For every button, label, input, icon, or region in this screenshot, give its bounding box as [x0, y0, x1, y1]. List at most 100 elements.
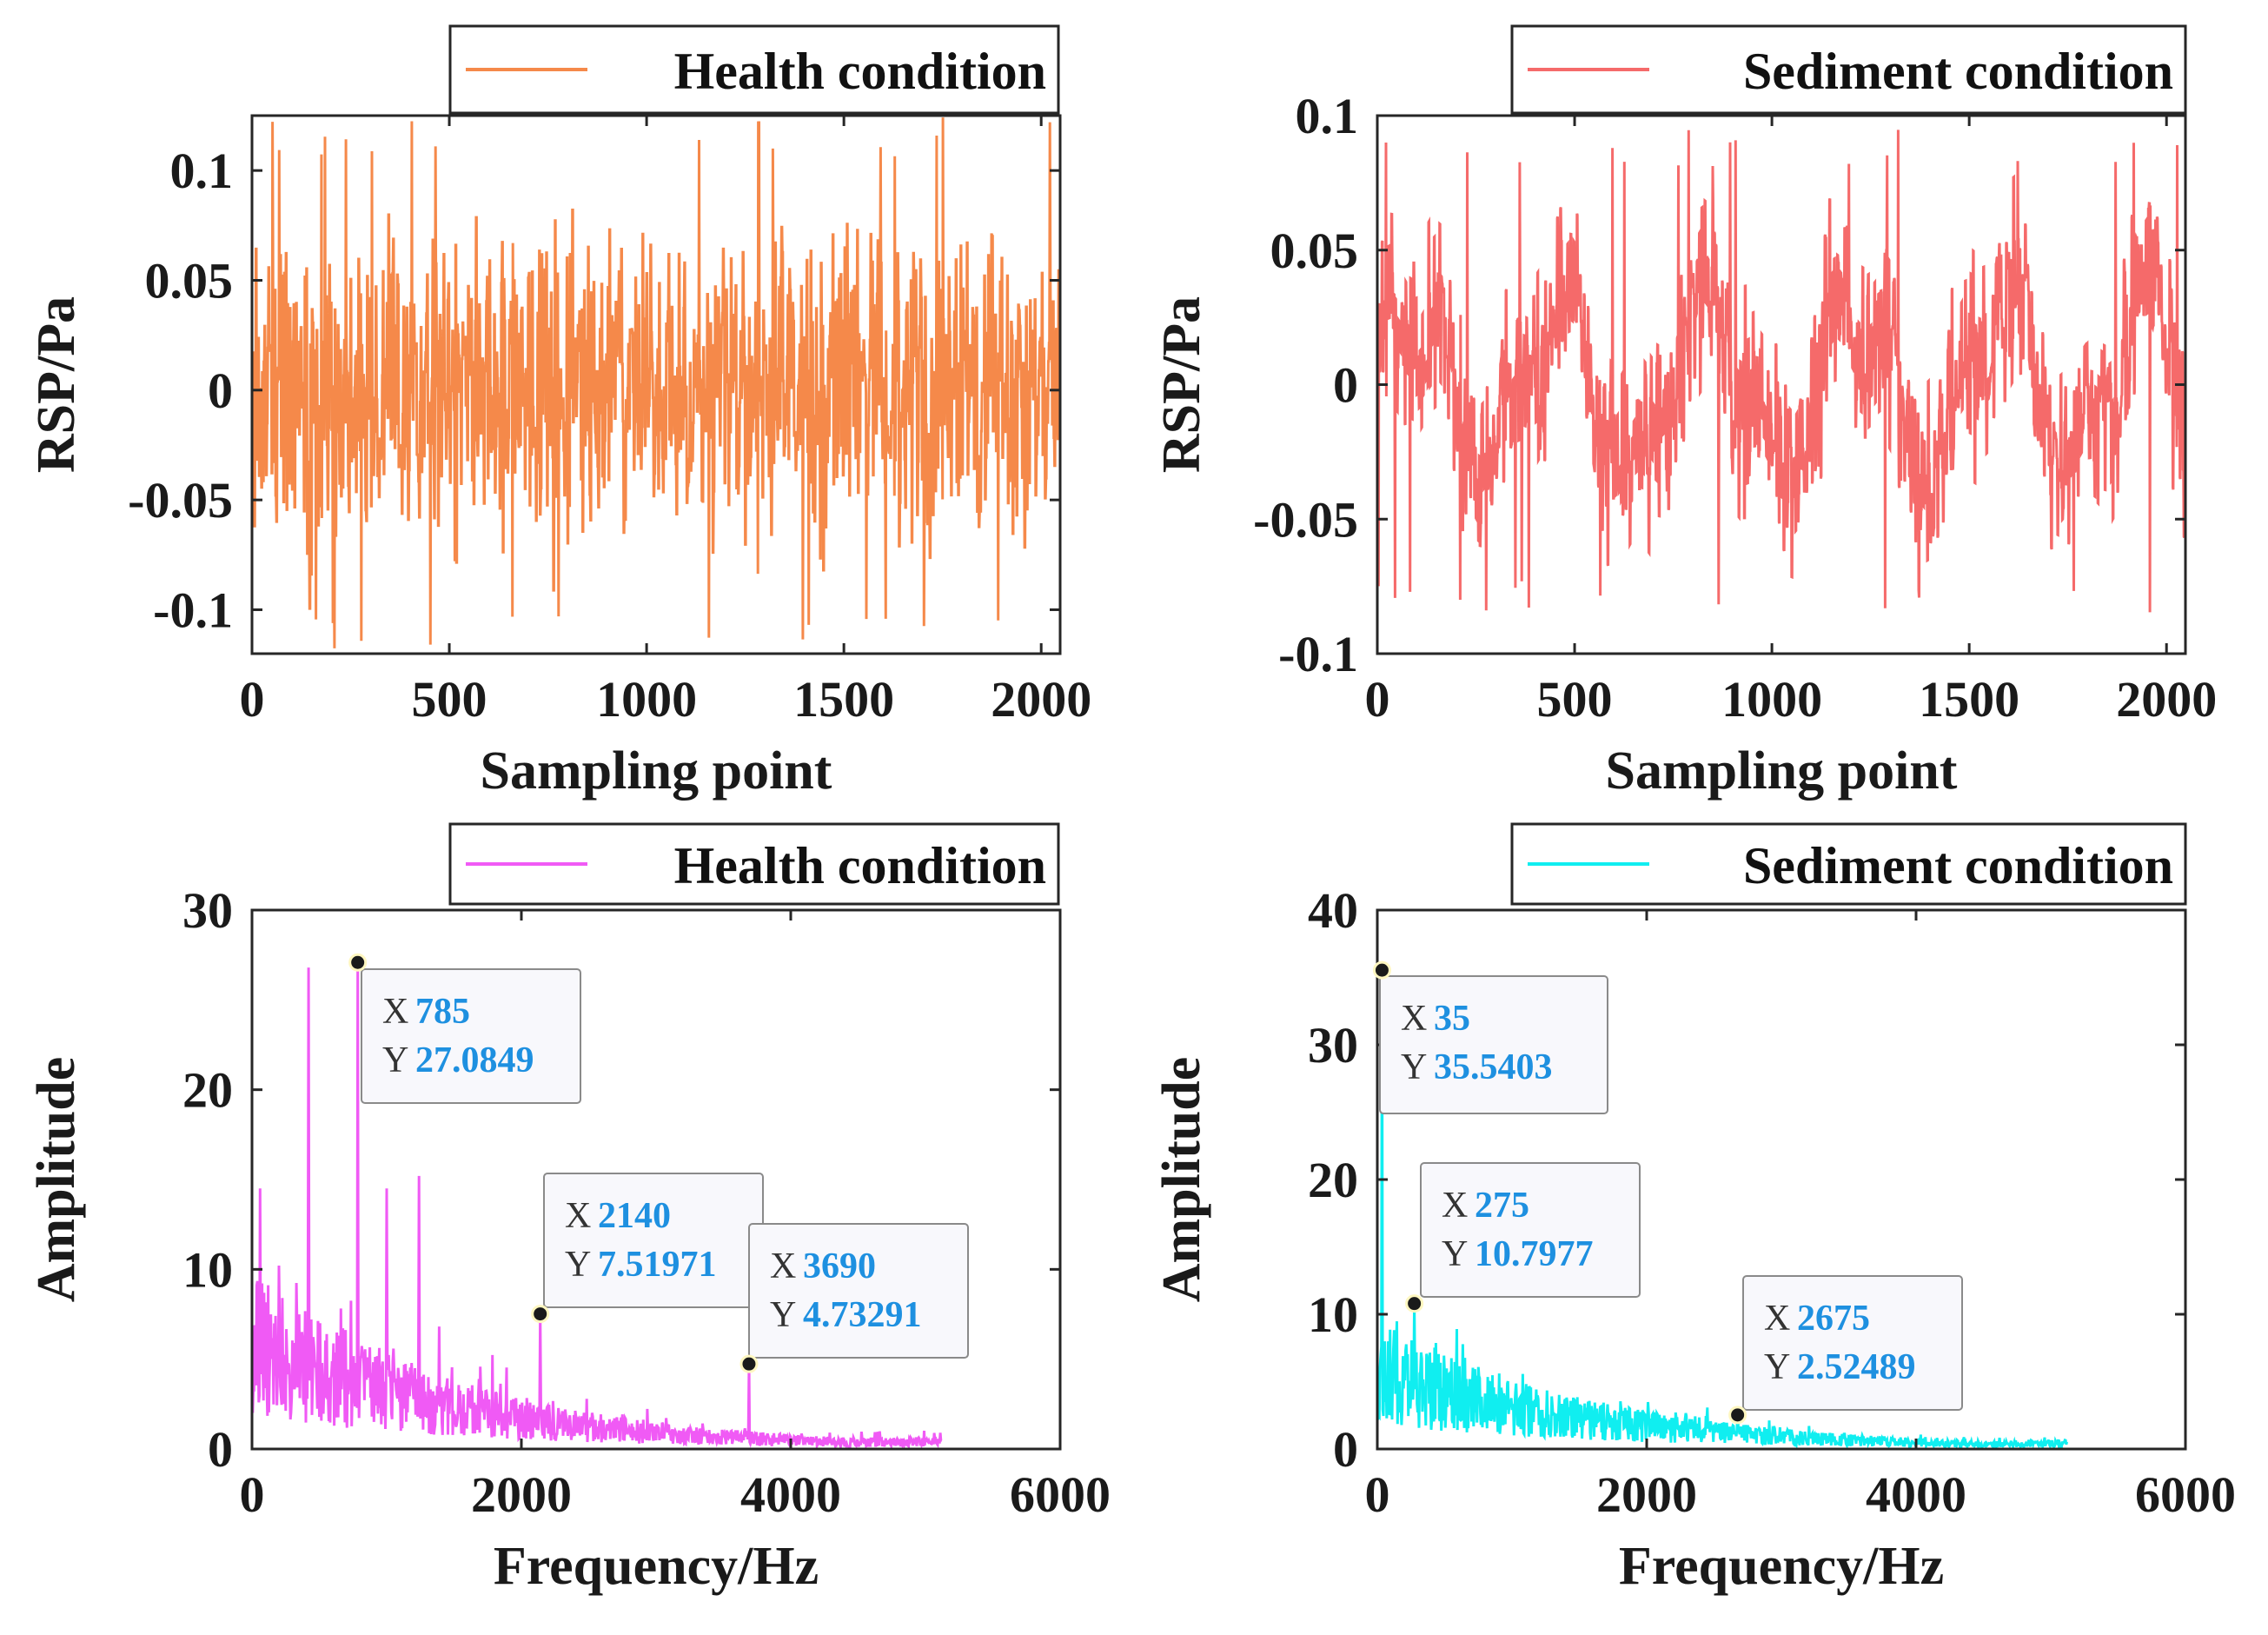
datatip-y-key: Y [770, 1295, 796, 1335]
x-tick-label: 6000 [2135, 1466, 2236, 1523]
datatip-marker[interactable] [348, 953, 368, 972]
datatip-y-key: Y [1764, 1347, 1790, 1387]
datatip-y-key: Y [565, 1245, 591, 1285]
legend: Sediment condition [1510, 822, 2187, 906]
datatip-x-value: 275 [1475, 1186, 1529, 1226]
series-line [252, 962, 943, 1449]
datatip-x-value: 2140 [598, 1196, 671, 1236]
legend: Health condition [448, 24, 1060, 115]
datatip-x-key: X [1401, 999, 1427, 1039]
x-tick-label: 2000 [2116, 671, 2217, 728]
datatip-box [1379, 975, 1608, 1114]
legend-label: Sediment condition [1743, 837, 2173, 894]
datatip-marker[interactable] [739, 1354, 759, 1373]
x-tick-label: 0 [240, 671, 265, 728]
x-tick-label: 2000 [991, 671, 1091, 728]
x-tick-label: 2000 [1596, 1466, 1697, 1523]
y-tick-label: 0 [1333, 1421, 1358, 1478]
datatip-x-key: X [770, 1246, 796, 1286]
datatip-y-key: Y [382, 1040, 408, 1080]
x-tick-label: 0 [1365, 671, 1390, 728]
y-tick-label: -0.05 [128, 472, 233, 528]
y-tick-label: 20 [182, 1062, 233, 1119]
datatip-marker[interactable] [531, 1305, 550, 1324]
datatip[interactable]: X 35Y 35.5403 [1372, 960, 1608, 1114]
datatip-x-value: 2675 [1797, 1299, 1870, 1339]
datatip-x-value: 3690 [803, 1246, 876, 1286]
x-tick-label: 500 [1537, 671, 1613, 728]
y-tick-label: 0 [208, 1421, 233, 1478]
datatip-box [361, 968, 581, 1104]
x-tick-label: 1500 [793, 671, 894, 728]
x-axis-title: Sampling point [1606, 741, 1958, 801]
legend: Health condition [448, 822, 1060, 906]
series-line [1377, 130, 2185, 613]
y-tick-label: -0.1 [1278, 626, 1358, 682]
x-tick-label: 4000 [1866, 1466, 1966, 1523]
datatip-y-value: 7.51971 [598, 1245, 717, 1285]
datatip-x-value: 785 [415, 992, 470, 1032]
x-tick-label: 1000 [596, 671, 697, 728]
datatip-y-value: 35.5403 [1434, 1047, 1553, 1087]
datatip-box [1420, 1162, 1641, 1298]
datatip-y-value: 10.7977 [1475, 1234, 1594, 1274]
y-tick-label: 0.05 [1270, 223, 1359, 279]
y-tick-label: 0 [208, 362, 233, 419]
x-tick-label: 2000 [471, 1466, 572, 1523]
x-tick-label: 500 [412, 671, 487, 728]
datatip-box [748, 1223, 969, 1359]
datatip-marker[interactable] [1405, 1294, 1424, 1313]
y-axis-title: RSP/Pa [1152, 296, 1211, 473]
x-tick-label: 0 [240, 1466, 265, 1523]
plot-frame [1376, 114, 2187, 655]
legend-label: Sediment condition [1743, 43, 2173, 100]
y-tick-label: 30 [182, 882, 233, 939]
y-tick-label: 30 [1308, 1017, 1358, 1073]
datatip-marker[interactable] [1728, 1406, 1747, 1425]
datatip-y-value: 27.0849 [415, 1040, 534, 1080]
y-tick-label: 0.05 [145, 252, 234, 309]
datatip-x-key: X [1442, 1186, 1468, 1226]
x-tick-label: 0 [1365, 1466, 1390, 1523]
y-tick-label: -0.05 [1253, 491, 1358, 548]
x-axis-title: Sampling point [481, 741, 832, 801]
series-line [1377, 970, 2069, 1449]
datatip-box [1742, 1275, 1963, 1411]
series-line [252, 117, 1060, 648]
chart-health-spectrum: 0 2000 4000 6000 0 10 20 30 Frequency/Hz Amplitud… [27, 822, 1111, 1596]
datatip-x-value: 35 [1434, 999, 1470, 1039]
y-tick-label: 0.1 [170, 143, 234, 199]
y-tick-label: 40 [1308, 882, 1358, 939]
plot-frame [250, 908, 1062, 1451]
datatip-marker[interactable] [1372, 960, 1391, 980]
chart-sediment-time: 0 500 1000 1500 2000 -0.1 -0.05 0 0.05 0.1 Samplin… [1152, 24, 2217, 801]
x-axis-title: Frequency/Hz [1619, 1537, 1944, 1596]
y-tick-label: 10 [182, 1241, 233, 1298]
datatip-y-value: 2.52489 [1797, 1347, 1916, 1387]
plot-frame [250, 114, 1062, 655]
x-tick-label: 4000 [740, 1466, 841, 1523]
x-tick-label: 1000 [1721, 671, 1822, 728]
datatip-x-key: X [382, 992, 408, 1032]
legend: Sediment condition [1510, 24, 2187, 115]
chart-health-time: 0 500 1000 1500 2000 -0.1 -0.05 0 0.05 0.1 Samplin… [27, 24, 1091, 801]
y-tick-label: -0.1 [153, 582, 233, 638]
y-axis-title: Amplitude [27, 1057, 86, 1302]
datatip-x-key: X [565, 1196, 591, 1236]
y-tick-label: 20 [1308, 1152, 1358, 1208]
x-tick-label: 6000 [1010, 1466, 1111, 1523]
datatip-y-key: Y [1442, 1234, 1468, 1274]
datatip-box [543, 1173, 764, 1308]
y-tick-label: 0.1 [1296, 88, 1359, 144]
x-axis-title: Frequency/Hz [494, 1537, 819, 1596]
y-axis-title: Amplitude [1152, 1057, 1211, 1302]
y-axis-title: RSP/Pa [27, 296, 86, 473]
datatip-x-key: X [1764, 1299, 1790, 1339]
x-tick-label: 1500 [1919, 671, 2019, 728]
